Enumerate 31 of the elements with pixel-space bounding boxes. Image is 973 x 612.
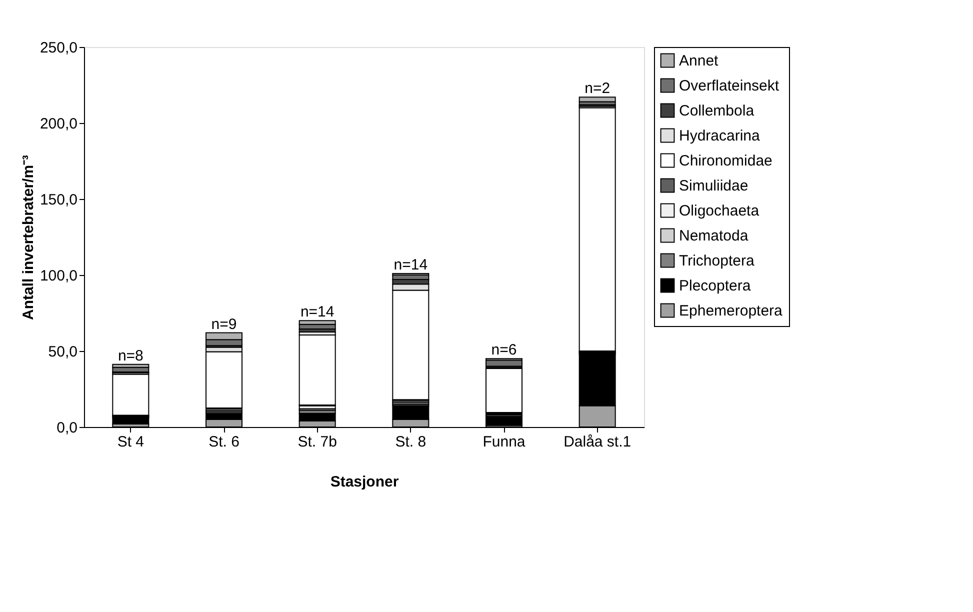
y-tick-label: 200,0	[40, 116, 78, 132]
x-tick-label: St. 8	[395, 434, 426, 450]
y-tick-label: 0,0	[56, 420, 78, 436]
legend-label: Collembola	[679, 102, 755, 120]
x-tick-label: St 4	[117, 434, 144, 450]
annotation: n=14	[394, 256, 428, 274]
legend-label: Nematoda	[679, 228, 749, 244]
legend-label: Ephemeroptera	[679, 302, 784, 320]
legend-label: Trichoptera	[679, 252, 755, 270]
x-tick-label: Funna	[482, 434, 526, 450]
annotation: n=14	[300, 304, 334, 321]
legend-label: Hydracarina	[679, 128, 761, 144]
x-tick-label: St. 6	[208, 434, 240, 450]
legend-label: Simuliidae	[679, 178, 748, 194]
annotation: n=8	[118, 347, 144, 364]
y-tick-label: 50,0	[48, 344, 78, 360]
y-tick-label: 250,0	[40, 40, 78, 56]
y-tick-label: 100,0	[40, 268, 78, 284]
annotation: n=2	[584, 80, 610, 98]
legend-label: Overflateinsekt	[679, 78, 780, 94]
legend-label: Chironomidae	[679, 152, 772, 170]
y-tick-label: 150,0	[40, 192, 78, 208]
x-axis-title: Stasjoner	[330, 474, 399, 490]
annotation: n=6	[491, 342, 517, 359]
legend-label: Annet	[679, 52, 720, 70]
y-axis-title: Antall invertebrater/m⁻³	[20, 154, 37, 320]
x-tick-label: St. 7b	[298, 434, 337, 450]
legend-label: Oligochaeta	[679, 202, 760, 220]
annotation: n=9	[211, 316, 237, 333]
x-tick-label: Dalåa st.1	[564, 434, 632, 450]
legend-label: Plecoptera	[679, 278, 752, 294]
